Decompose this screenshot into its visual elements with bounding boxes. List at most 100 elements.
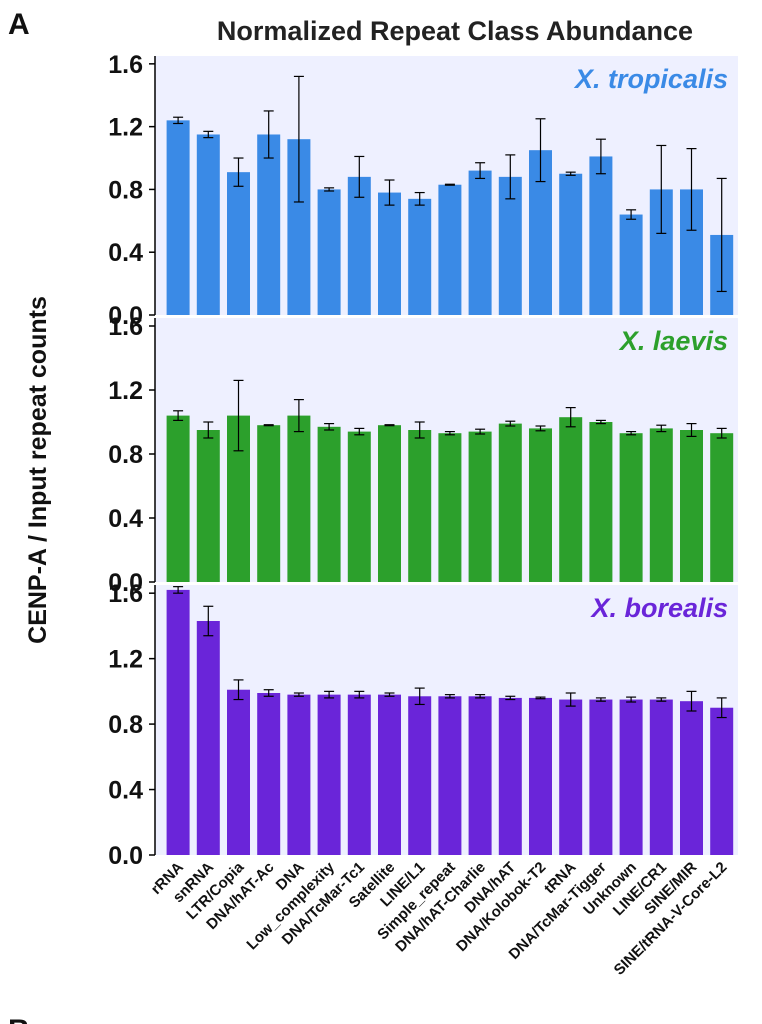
- error-bar: [475, 428, 486, 435]
- bar: [257, 693, 281, 855]
- chart-title: Normalized Repeat Class Abundance: [217, 16, 693, 46]
- bar: [619, 433, 643, 582]
- bar: [196, 621, 220, 855]
- error-bar: [565, 407, 576, 428]
- error-bar: [626, 209, 637, 220]
- bar: [498, 176, 522, 315]
- bar: [680, 430, 703, 582]
- y-axis-label: CENP-A / Input repeat counts: [24, 296, 52, 644]
- bar: [227, 689, 250, 855]
- panel-0: 0.0 0.4 0.8 1.2 1.6 X. tropicalis: [108, 51, 738, 330]
- error-bar: [414, 421, 425, 439]
- error-bar: [384, 179, 395, 206]
- error-bar: [263, 689, 274, 697]
- bar: [589, 699, 613, 855]
- error-bar: [233, 379, 244, 452]
- y-tick-label: 1.2: [108, 377, 143, 405]
- error-bar: [656, 424, 667, 433]
- bar: [710, 433, 734, 582]
- bar: [649, 428, 673, 582]
- chart-panels: 0.0 0.4 0.8 1.2 1.6 X. tropicalis 0.0 0.4 0.8 1.2…: [108, 51, 738, 870]
- y-tick-label: 1.2: [108, 646, 143, 674]
- bar: [196, 134, 220, 315]
- bar: [589, 156, 613, 315]
- error-bar: [565, 692, 576, 707]
- bar: [680, 701, 703, 855]
- bar: [227, 415, 250, 582]
- error-bar: [263, 110, 274, 159]
- error-bar: [686, 148, 697, 231]
- bar: [287, 415, 311, 582]
- error-bar: [656, 697, 667, 702]
- error-bar: [203, 421, 214, 439]
- bar: [649, 699, 673, 855]
- error-bar: [324, 187, 335, 192]
- bar: [166, 120, 190, 315]
- error-bar: [626, 696, 637, 703]
- error-bar: [475, 162, 486, 180]
- y-tick-label: 0.4: [108, 777, 143, 805]
- y-tick-label: 0.4: [108, 505, 143, 533]
- bar: [468, 170, 492, 315]
- error-bar: [595, 138, 606, 175]
- bar: [710, 707, 734, 855]
- species-label: X. tropicalis: [573, 64, 728, 94]
- error-bar: [384, 424, 395, 427]
- error-bar: [173, 116, 184, 125]
- error-bar: [324, 423, 335, 431]
- bar: [498, 423, 522, 582]
- y-tick-label: 1.2: [108, 114, 143, 142]
- error-bar: [173, 586, 184, 594]
- error-bar: [293, 399, 304, 433]
- error-bar: [535, 696, 546, 700]
- error-bar: [444, 183, 455, 186]
- error-bar: [535, 118, 546, 183]
- bar: [619, 699, 643, 855]
- species-label: X. laevis: [618, 326, 728, 356]
- y-tick-label: 1.6: [108, 313, 143, 341]
- y-tick-label: 0.4: [108, 239, 143, 267]
- error-bar: [595, 419, 606, 425]
- error-bar: [686, 690, 697, 712]
- bar: [317, 694, 341, 855]
- bar: [287, 694, 311, 855]
- error-bar: [324, 690, 335, 699]
- error-bar: [444, 431, 455, 436]
- bar: [408, 198, 432, 315]
- y-tick-label: 0.0: [108, 569, 143, 597]
- bar: [498, 697, 522, 855]
- error-bar: [293, 692, 304, 697]
- error-bar: [414, 687, 425, 706]
- error-bar: [626, 431, 637, 436]
- error-bar: [656, 144, 667, 234]
- panel-letter: A: [8, 8, 30, 41]
- bar: [438, 433, 462, 582]
- bar: [559, 699, 583, 855]
- error-bar: [173, 410, 184, 421]
- error-bar: [233, 157, 244, 187]
- bar: [408, 430, 432, 582]
- error-bar: [354, 690, 365, 699]
- y-tick-label: 0.8: [108, 176, 143, 204]
- error-bar: [354, 155, 365, 198]
- bar: [166, 589, 190, 855]
- bar: [378, 192, 401, 315]
- y-tick-label: 0.8: [108, 711, 143, 739]
- error-bar: [505, 154, 516, 200]
- y-tick-label: 0.0: [108, 842, 143, 870]
- bar: [438, 184, 462, 315]
- y-tick-label: 0.8: [108, 441, 143, 469]
- bar: [529, 428, 552, 582]
- bar: [347, 176, 371, 315]
- category-labels: rRNAsnRNALTR/CopiaDNA/hAT-AcDNALow_compl…: [148, 858, 731, 978]
- species-label: X. borealis: [589, 593, 728, 623]
- error-bar: [203, 605, 214, 637]
- error-bar: [565, 171, 576, 176]
- error-bar: [293, 75, 304, 203]
- error-bar: [354, 427, 365, 436]
- bar: [257, 134, 281, 315]
- error-bar: [444, 694, 455, 699]
- bar: [619, 214, 643, 315]
- bar: [680, 189, 703, 315]
